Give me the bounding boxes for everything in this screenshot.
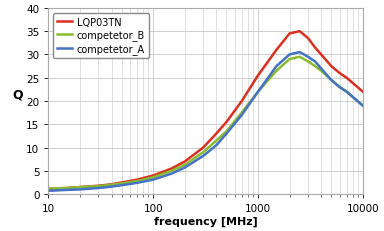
LQP03TN bbox=[313, 47, 317, 50]
competetor_B bbox=[119, 182, 124, 185]
competetor_B bbox=[169, 170, 174, 172]
competetor_B bbox=[46, 187, 51, 190]
LQP03TN bbox=[65, 187, 69, 190]
Legend: LQP03TN, competetor_B, competetor_A: LQP03TN, competetor_B, competetor_A bbox=[53, 14, 149, 59]
LQP03TN bbox=[224, 121, 229, 124]
LQP03TN bbox=[361, 91, 365, 94]
competetor_B bbox=[287, 58, 292, 61]
LQP03TN bbox=[337, 72, 342, 75]
LQP03TN bbox=[109, 183, 114, 186]
competetor_B bbox=[96, 185, 101, 188]
competetor_B bbox=[240, 112, 244, 115]
competetor_A bbox=[65, 189, 69, 191]
LQP03TN bbox=[151, 174, 156, 177]
competetor_A bbox=[169, 173, 174, 175]
competetor_A bbox=[119, 184, 124, 187]
LQP03TN bbox=[201, 146, 205, 149]
Line: competetor_A: competetor_A bbox=[48, 53, 363, 191]
competetor_A bbox=[298, 52, 302, 54]
competetor_B bbox=[65, 187, 69, 190]
LQP03TN bbox=[306, 38, 310, 40]
LQP03TN bbox=[344, 77, 349, 80]
competetor_A bbox=[306, 56, 310, 59]
LQP03TN bbox=[319, 54, 323, 57]
competetor_A bbox=[182, 166, 187, 169]
LQP03TN bbox=[287, 33, 292, 36]
competetor_B bbox=[313, 65, 317, 68]
competetor_B bbox=[329, 79, 334, 82]
competetor_A bbox=[224, 133, 229, 135]
competetor_B bbox=[182, 164, 187, 166]
competetor_A bbox=[96, 187, 101, 190]
competetor_B bbox=[298, 56, 302, 59]
competetor_B bbox=[224, 130, 229, 133]
competetor_B bbox=[344, 91, 349, 94]
LQP03TN bbox=[78, 186, 82, 189]
competetor_B bbox=[109, 184, 114, 186]
X-axis label: frequency [MHz]: frequency [MHz] bbox=[154, 216, 258, 226]
Y-axis label: Q: Q bbox=[13, 88, 23, 102]
competetor_B bbox=[201, 151, 205, 154]
competetor_A bbox=[214, 144, 218, 147]
competetor_A bbox=[46, 190, 51, 192]
competetor_A bbox=[274, 65, 279, 68]
LQP03TN bbox=[256, 75, 260, 77]
competetor_A bbox=[109, 185, 114, 188]
LQP03TN bbox=[298, 31, 302, 33]
competetor_A bbox=[135, 182, 139, 185]
competetor_A bbox=[287, 54, 292, 57]
competetor_B bbox=[151, 176, 156, 179]
LQP03TN bbox=[96, 185, 101, 187]
competetor_A bbox=[329, 79, 334, 82]
LQP03TN bbox=[46, 188, 51, 191]
competetor_B bbox=[319, 70, 323, 73]
competetor_B bbox=[78, 186, 82, 189]
competetor_B bbox=[135, 180, 139, 183]
competetor_A bbox=[313, 61, 317, 64]
competetor_A bbox=[344, 91, 349, 94]
competetor_B bbox=[361, 105, 365, 108]
competetor_A bbox=[201, 155, 205, 158]
LQP03TN bbox=[119, 181, 124, 184]
Line: LQP03TN: LQP03TN bbox=[48, 32, 363, 189]
competetor_B bbox=[306, 61, 310, 64]
competetor_A bbox=[240, 114, 244, 117]
competetor_B bbox=[214, 140, 218, 142]
competetor_A bbox=[256, 91, 260, 94]
LQP03TN bbox=[240, 100, 244, 103]
competetor_A bbox=[361, 105, 365, 108]
LQP03TN bbox=[182, 160, 187, 163]
Line: competetor_B: competetor_B bbox=[48, 58, 363, 189]
competetor_A bbox=[337, 86, 342, 89]
LQP03TN bbox=[329, 65, 334, 68]
competetor_B bbox=[256, 91, 260, 94]
LQP03TN bbox=[274, 49, 279, 52]
competetor_A bbox=[151, 179, 156, 181]
competetor_B bbox=[337, 86, 342, 89]
LQP03TN bbox=[169, 167, 174, 170]
competetor_A bbox=[78, 188, 82, 191]
LQP03TN bbox=[135, 179, 139, 181]
LQP03TN bbox=[214, 133, 218, 135]
competetor_A bbox=[319, 68, 323, 70]
competetor_B bbox=[274, 70, 279, 73]
